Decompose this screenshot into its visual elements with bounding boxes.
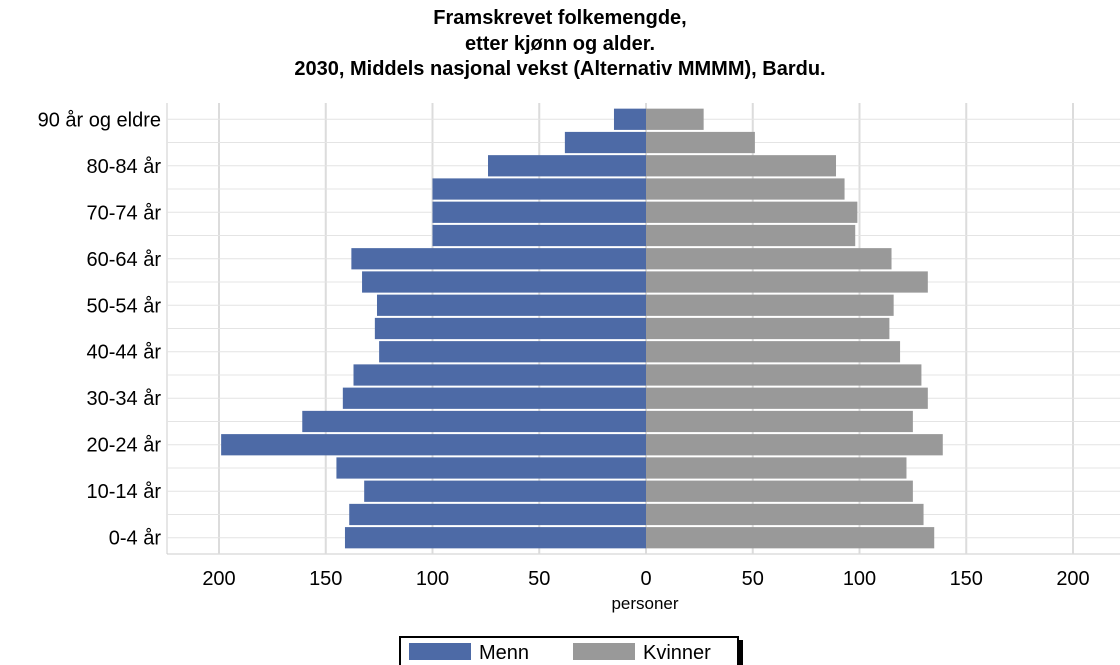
bar-menn-30-34-år — [342, 387, 646, 409]
bar-kvinner-80-84-år — [646, 155, 837, 177]
x-axis-title: personer — [611, 594, 678, 613]
bar-kvinner-70-74-år — [646, 201, 858, 223]
y-tick-label: 50-54 år — [87, 295, 162, 317]
bar-menn-5-9-år — [349, 503, 646, 526]
bar-kvinner-45-49-år — [646, 317, 890, 340]
bar-menn-20-24-år — [221, 434, 646, 456]
axis-layer: 200 150 100 50 0 50 100 150 200 0-4 år 10-14 år 20-… — [38, 109, 1090, 590]
bar-menn-55-59-år — [362, 271, 646, 293]
bar-kvinner-5-9-år — [646, 503, 924, 526]
x-tick-label: 200 — [202, 568, 235, 590]
bar-menn-75-79-år — [432, 178, 646, 200]
x-tick-label: 150 — [309, 568, 342, 590]
x-tick-label: 0 — [640, 568, 651, 590]
y-tick-label: 0-4 år — [109, 528, 162, 550]
chart-title-line-1: Framskrevet folkemengde, — [433, 7, 687, 29]
legend-swatch-menn — [409, 643, 471, 660]
bar-menn-40-44-år — [379, 341, 646, 363]
bar-menn-45-49-år — [374, 317, 646, 340]
legend-frame-shadow — [738, 640, 743, 665]
bar-kvinner-40-44-år — [646, 341, 901, 363]
bar-menn-25-29-år — [302, 410, 646, 433]
bar-menn-35-39-år — [353, 364, 646, 386]
x-tick-label: 200 — [1056, 568, 1089, 590]
y-tick-label: 20-24 år — [87, 435, 162, 457]
bar-menn-80-84-år — [488, 155, 646, 177]
legend-swatch-kvinner — [573, 643, 635, 660]
legend: Menn Kvinner — [399, 636, 743, 665]
x-tick-label: 50 — [742, 568, 764, 590]
bar-menn-85-89-år — [564, 131, 646, 154]
x-tick-label: 150 — [950, 568, 983, 590]
x-tick-label: 100 — [416, 568, 449, 590]
chart-title-line-3: 2030, Middels nasjonal vekst (Alternativ… — [294, 58, 826, 80]
bar-kvinner-75-79-år — [646, 178, 845, 200]
y-tick-label: 70-74 år — [87, 202, 162, 224]
y-tick-label: 60-64 år — [87, 249, 162, 271]
bar-kvinner-35-39-år — [646, 364, 922, 386]
y-tick-label: 30-34 år — [87, 388, 162, 410]
bar-menn-50-54-år — [376, 294, 646, 316]
bar-menn-90-år-og-eldre — [613, 108, 646, 130]
bar-menn-65-69-år — [432, 224, 646, 247]
bar-kvinner-50-54-år — [646, 294, 894, 316]
y-tick-label: 10-14 år — [87, 481, 162, 503]
y-tick-label: 90 år og eldre — [38, 109, 161, 131]
y-tick-label: 80-84 år — [87, 156, 162, 178]
y-tick-label: 40-44 år — [87, 342, 162, 364]
bar-kvinner-65-69-år — [646, 224, 856, 247]
bar-kvinner-55-59-år — [646, 271, 928, 293]
bar-kvinner-10-14-år — [646, 480, 913, 502]
bars-layer — [221, 108, 943, 549]
x-tick-label: 50 — [528, 568, 550, 590]
bar-kvinner-30-34-år — [646, 387, 928, 409]
bar-kvinner-85-89-år — [646, 131, 755, 154]
bar-kvinner-20-24-år — [646, 434, 943, 456]
bar-menn-60-64-år — [351, 248, 646, 270]
bar-menn-0-4-år — [344, 527, 646, 549]
bar-kvinner-90-år-og-eldre — [646, 108, 704, 130]
legend-label-menn: Menn — [479, 642, 529, 664]
x-tick-label: 100 — [843, 568, 876, 590]
chart-title-line-2: etter kjønn og alder. — [464, 33, 656, 55]
bar-kvinner-0-4-år — [646, 527, 935, 549]
bar-kvinner-15-19-år — [646, 457, 907, 479]
bar-kvinner-25-29-år — [646, 410, 913, 433]
bar-menn-10-14-år — [364, 480, 646, 502]
bar-kvinner-60-64-år — [646, 248, 892, 270]
legend-label-kvinner: Kvinner — [643, 642, 711, 664]
bar-menn-70-74-år — [432, 201, 646, 223]
bar-menn-15-19-år — [336, 457, 646, 479]
